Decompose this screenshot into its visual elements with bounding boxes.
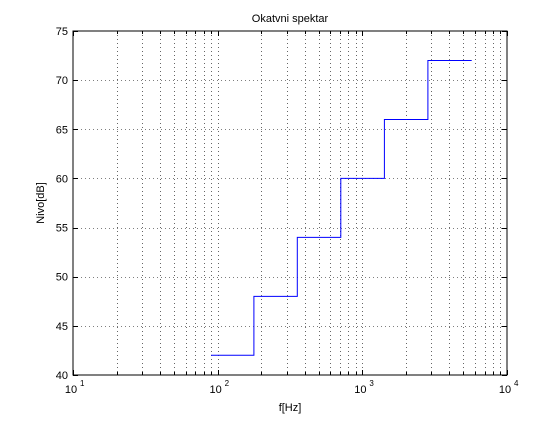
plot-area [73, 31, 507, 375]
y-tick-label: 70 [56, 75, 68, 87]
x-axis-label: f[Hz] [279, 402, 302, 414]
x-tick-exponent: 2 [225, 379, 230, 388]
chart-title: Okatvni spektar [252, 13, 329, 25]
x-tick-exponent: 1 [80, 379, 85, 388]
x-tick-label: 10 [65, 384, 77, 396]
y-tick-label: 65 [56, 124, 68, 136]
grid [73, 31, 507, 375]
y-tick-label: 55 [56, 223, 68, 235]
x-tick-label: 10 [499, 384, 511, 396]
y-tick-label: 40 [56, 370, 68, 382]
x-tick-label: 10 [210, 384, 222, 396]
axes-box [72, 30, 508, 376]
y-tick-label: 60 [56, 173, 68, 185]
x-tick-exponent: 4 [514, 379, 519, 388]
ticks [73, 31, 508, 376]
y-axis-label: Nivo[dB] [35, 182, 47, 224]
series-layer [211, 60, 472, 356]
y-tick-label: 50 [56, 272, 68, 284]
x-tick-label: 10 [354, 384, 366, 396]
y-tick-label: 75 [56, 26, 68, 38]
series-line [211, 60, 472, 356]
x-tick-exponent: 3 [369, 379, 374, 388]
y-tick-labels: 40 45 50 55 60 65 70 75 [56, 26, 68, 382]
y-tick-label: 45 [56, 321, 68, 333]
